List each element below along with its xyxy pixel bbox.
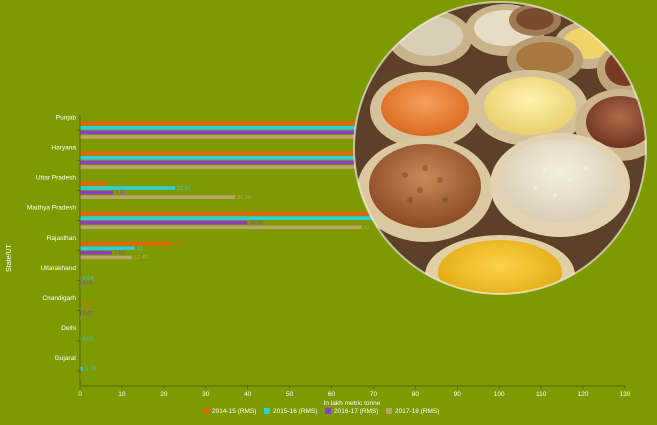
labels-layer: 22.67 7.97 36.99 39.92 67 21.59 13 7.62 12.45 0.0… (82, 186, 370, 373)
bar-value-label: 21.59 (173, 241, 187, 247)
bar (80, 151, 365, 156)
category-label: Haryana (51, 144, 76, 151)
x-tick-label: 90 (454, 391, 462, 398)
bars-layer (80, 121, 571, 380)
x-tick-label: 20 (160, 391, 168, 398)
category-label: Gujarat (55, 355, 77, 362)
bar-value-label: 7.97 (115, 190, 126, 196)
x-tick-label: 120 (578, 391, 589, 398)
x-tick-label: 0 (78, 391, 82, 398)
x-tick-label: 50 (286, 391, 294, 398)
bar (80, 220, 248, 225)
bar (80, 255, 133, 260)
category-label: Delhi (61, 325, 76, 332)
category-label: Punjab (56, 114, 77, 121)
legend-swatch (386, 408, 392, 414)
bar-value-label: 0.07 (83, 311, 94, 317)
x-tick-label: 110 (536, 391, 547, 398)
x-tick-label: 130 (620, 391, 631, 398)
category-label: Chandigarh (42, 295, 76, 302)
x-tick-label: 10 (118, 391, 126, 398)
bar (80, 160, 364, 165)
bar (80, 130, 527, 135)
bar (80, 165, 392, 169)
bar-value-label: 12.45 (134, 255, 148, 261)
bar-value-label: 67 (364, 225, 370, 231)
bar (80, 186, 176, 190)
bar (80, 121, 569, 125)
bar-value-label: 39.92 (249, 220, 263, 226)
x-tick-label: 80 (412, 391, 420, 398)
bar (80, 156, 365, 160)
legend-label: 2017-18 (RMS) (395, 408, 439, 415)
axis-layer: 0 10 20 30 40 50 60 70 80 90 100 110 120 130 Punjab Har… (27, 114, 631, 398)
category-label: Uttar Pradesh (36, 175, 76, 182)
x-axis-title: In lakh metric tonne (324, 400, 381, 407)
x-tick-label: 60 (328, 391, 336, 398)
bar-value-label: 7.62 (114, 251, 125, 257)
bar-value-label: 36.99 (237, 195, 251, 201)
x-tick-label: 40 (244, 391, 252, 398)
legend-swatch (325, 408, 331, 414)
bar-value-label: 22.67 (177, 186, 191, 192)
bar-value-label: 13 (137, 246, 143, 252)
legend: 2014-15 (RMS) 2015-16 (RMS) 2016-17 (RMS) 2… (203, 408, 439, 415)
bar (80, 251, 112, 255)
legend-label: 2016-17 (RMS) (334, 408, 378, 415)
bar (80, 195, 236, 199)
legend-label: 2014-15 (RMS) (212, 408, 256, 415)
x-tick-label: 70 (370, 391, 378, 398)
x-tick-label: 30 (202, 391, 210, 398)
bar (80, 211, 378, 216)
y-axis-title: State/UT (6, 243, 13, 271)
bar (80, 246, 135, 250)
bar-value-label: 0.04 (83, 276, 94, 282)
bar (80, 241, 171, 246)
category-label: Uttarakhand (41, 265, 77, 272)
bar-value-label: 0.05 (82, 281, 93, 287)
bar (80, 366, 84, 371)
category-label: Rajasthan (47, 235, 77, 242)
legend-swatch (264, 408, 270, 414)
bar (80, 190, 114, 195)
legend-label: 2015-16 (RMS) (273, 408, 317, 415)
bar-value-label: 0.02 (83, 336, 94, 342)
bar (80, 216, 387, 220)
bar-value-label: 0.11 (83, 302, 93, 308)
bar (80, 181, 107, 186)
x-tick-label: 100 (494, 391, 505, 398)
legend-swatch (203, 408, 209, 414)
bar-value-label: 0.73 (85, 366, 96, 372)
category-label: Madhya Pradesh (27, 205, 77, 212)
bar (80, 135, 571, 139)
bar (80, 125, 514, 130)
bar (80, 225, 362, 230)
